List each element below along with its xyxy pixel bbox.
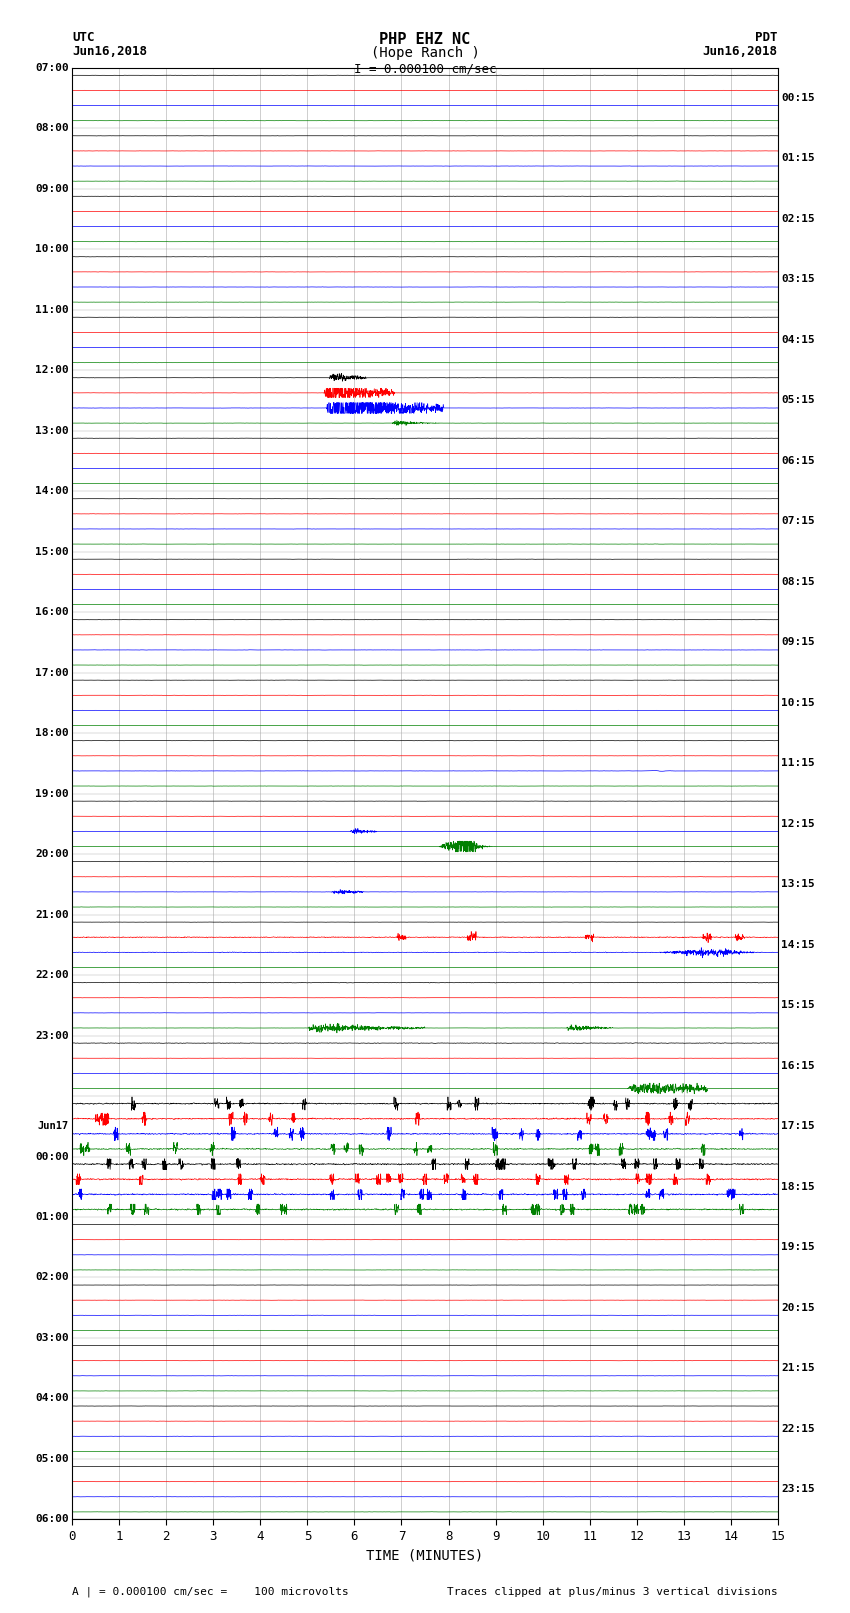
Text: Jun16,2018: Jun16,2018	[72, 45, 147, 58]
Text: 04:15: 04:15	[781, 336, 815, 345]
Text: 03:00: 03:00	[35, 1332, 69, 1344]
Text: 23:15: 23:15	[781, 1484, 815, 1494]
Text: 11:00: 11:00	[35, 305, 69, 315]
Text: I = 0.000100 cm/sec: I = 0.000100 cm/sec	[354, 63, 496, 76]
Text: UTC: UTC	[72, 31, 94, 44]
Text: Jun16,2018: Jun16,2018	[703, 45, 778, 58]
Text: 09:00: 09:00	[35, 184, 69, 194]
Text: 06:15: 06:15	[781, 456, 815, 466]
Text: 07:15: 07:15	[781, 516, 815, 526]
Text: 20:15: 20:15	[781, 1303, 815, 1313]
Text: 16:15: 16:15	[781, 1061, 815, 1071]
Text: 10:15: 10:15	[781, 698, 815, 708]
Text: 14:00: 14:00	[35, 486, 69, 497]
Text: 09:15: 09:15	[781, 637, 815, 647]
Text: 21:00: 21:00	[35, 910, 69, 919]
Text: 08:00: 08:00	[35, 123, 69, 134]
Text: 22:15: 22:15	[781, 1424, 815, 1434]
Text: 07:00: 07:00	[35, 63, 69, 73]
Text: 02:00: 02:00	[35, 1273, 69, 1282]
Text: (Hope Ranch ): (Hope Ranch )	[371, 45, 479, 60]
Text: 05:00: 05:00	[35, 1453, 69, 1465]
Text: 11:15: 11:15	[781, 758, 815, 768]
Text: 23:00: 23:00	[35, 1031, 69, 1040]
Text: 12:00: 12:00	[35, 365, 69, 376]
Text: 18:00: 18:00	[35, 727, 69, 739]
Text: 13:15: 13:15	[781, 879, 815, 889]
Text: 12:15: 12:15	[781, 819, 815, 829]
Text: 02:15: 02:15	[781, 215, 815, 224]
Text: 01:00: 01:00	[35, 1211, 69, 1223]
Text: 01:15: 01:15	[781, 153, 815, 163]
Text: 08:15: 08:15	[781, 577, 815, 587]
Text: 10:00: 10:00	[35, 244, 69, 255]
Text: 18:15: 18:15	[781, 1182, 815, 1192]
Text: 21:15: 21:15	[781, 1363, 815, 1373]
Text: 06:00: 06:00	[35, 1515, 69, 1524]
Text: PHP EHZ NC: PHP EHZ NC	[379, 32, 471, 47]
Text: 13:00: 13:00	[35, 426, 69, 436]
Text: 14:15: 14:15	[781, 940, 815, 950]
Text: Traces clipped at plus/minus 3 vertical divisions: Traces clipped at plus/minus 3 vertical …	[447, 1587, 778, 1597]
Text: 17:00: 17:00	[35, 668, 69, 677]
Text: PDT: PDT	[756, 31, 778, 44]
Text: 00:00: 00:00	[35, 1152, 69, 1161]
Text: 19:00: 19:00	[35, 789, 69, 798]
Text: 05:15: 05:15	[781, 395, 815, 405]
X-axis label: TIME (MINUTES): TIME (MINUTES)	[366, 1548, 484, 1563]
Text: 15:15: 15:15	[781, 1000, 815, 1010]
Text: A | = 0.000100 cm/sec =    100 microvolts: A | = 0.000100 cm/sec = 100 microvolts	[72, 1586, 349, 1597]
Text: 03:15: 03:15	[781, 274, 815, 284]
Text: Jun17: Jun17	[37, 1121, 69, 1131]
Text: 16:00: 16:00	[35, 606, 69, 618]
Text: 22:00: 22:00	[35, 969, 69, 981]
Text: 19:15: 19:15	[781, 1242, 815, 1252]
Text: 20:00: 20:00	[35, 848, 69, 860]
Text: 15:00: 15:00	[35, 547, 69, 556]
Text: 04:00: 04:00	[35, 1394, 69, 1403]
Text: 00:15: 00:15	[781, 94, 815, 103]
Text: 17:15: 17:15	[781, 1121, 815, 1131]
